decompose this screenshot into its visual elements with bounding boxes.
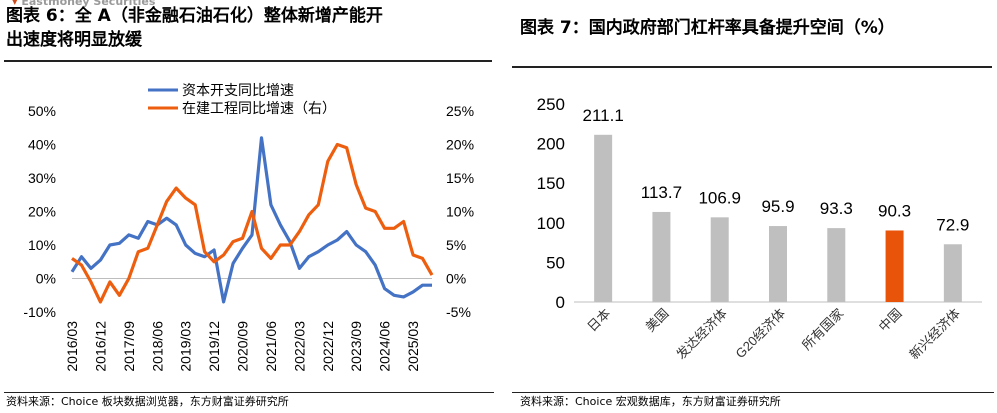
legend-label-capex: 资本开支同比增速 <box>182 82 294 98</box>
bar <box>827 228 846 302</box>
bar <box>652 211 671 302</box>
watermark: ▾ Eastmoney Securities <box>12 0 156 8</box>
right-y-tick-label: 10% <box>446 204 474 220</box>
left-source-note: 资料来源：Choice 板块数据浏览器，东方财富证券研究所 <box>6 395 289 408</box>
left-y-tick-label: 20% <box>28 204 56 220</box>
left-y-tick-label: 50% <box>28 103 56 119</box>
x-tick-label: 2017/09 <box>121 321 137 372</box>
bar <box>943 244 962 302</box>
bar-category-label: 中国 <box>876 306 905 335</box>
bar-category-label: 发达经济体 <box>673 306 730 363</box>
x-tick-label: 2018/06 <box>149 321 165 372</box>
left-y-tick-label: -10% <box>23 304 56 320</box>
bar-value-label: 211.1 <box>583 106 624 125</box>
right-title-rule <box>512 66 992 68</box>
left-chart-title: 图表 6：全 A（非金融石油石化）整体新增产能开 出速度将明显放缓 <box>6 4 383 52</box>
bar-y-tick-label: 100 <box>537 214 565 233</box>
bar <box>710 217 729 302</box>
x-tick-label: 2019/03 <box>178 321 194 372</box>
left-title-line1: 图表 6：全 A（非金融石油石化）整体新增产能开 <box>6 6 383 26</box>
right-chart-title: 图表 7：国内政府部门杠杆率具备提升空间（%） <box>520 18 895 38</box>
bar-category-label: 所有国家 <box>799 306 846 353</box>
cip-growth-line <box>71 142 434 304</box>
x-tick-label: 2019/12 <box>206 321 222 372</box>
bar-category-label: 日本 <box>584 306 613 335</box>
left-y-tick-label: 40% <box>28 137 56 153</box>
bar-y-tick-label: 200 <box>537 135 565 154</box>
x-tick-label: 2016/12 <box>92 321 108 372</box>
bar-value-label: 90.3 <box>878 201 911 220</box>
bar <box>885 230 904 302</box>
right-y-tick-label: 0% <box>446 271 466 287</box>
bar-value-label: 106.9 <box>698 188 741 207</box>
capex-growth-line <box>70 136 432 304</box>
bar <box>594 134 613 302</box>
right-y-tick-label: 5% <box>446 237 466 253</box>
x-tick-label: 2021/06 <box>263 321 279 372</box>
x-tick-label: 2025/03 <box>405 321 421 372</box>
bar-y-tick-label: 0 <box>556 293 565 312</box>
bar-value-label: 95.9 <box>761 197 794 216</box>
bar-y-tick-label: 50 <box>546 253 565 272</box>
right-y-tick-label: 25% <box>446 103 474 119</box>
bar-category-label: 美国 <box>643 306 672 335</box>
left-title-line2: 出速度将明显放缓 <box>6 30 142 50</box>
x-tick-label: 2020/09 <box>235 321 251 372</box>
left-chart-panel: 图表 6：全 A（非金融石油石化）整体新增产能开 出速度将明显放缓 ▾ East… <box>4 0 494 408</box>
bar-y-tick-label: 150 <box>537 174 565 193</box>
bar-category-label: G20经济体 <box>733 306 789 362</box>
right-chart-panel: 图表 7：国内政府部门杠杆率具备提升空间（%） 250 200 150 100 50 0 … <box>508 0 997 413</box>
left-title-rule <box>4 60 492 62</box>
x-tick-label: 2022/12 <box>320 321 336 372</box>
right-y-tick-label: -5% <box>446 304 471 320</box>
right-bar-chart: 250 200 150 100 50 0 211.1 日本 113.7 美国 106.9 发达经济体… <box>537 95 982 363</box>
right-source-note: 资料来源：Choice 宏观数据库，东方财富证券研究所 <box>520 395 781 408</box>
bar-value-label: 113.7 <box>641 183 682 202</box>
left-line-chart: 50% 40% 30% 20% 10% 0% -10% 25% 20% 15% 10% 5% 0% -5… <box>23 82 474 372</box>
bar-category-label: 新兴经济体 <box>906 306 963 363</box>
right-y-tick-label: 20% <box>446 137 474 153</box>
left-y-tick-label: 10% <box>28 237 56 253</box>
right-y-tick-label: 15% <box>446 170 474 186</box>
bar <box>769 226 787 302</box>
left-y-tick-label: 0% <box>36 271 56 287</box>
x-tick-label: 2022/03 <box>291 321 307 372</box>
x-tick-label: 2024/06 <box>377 321 393 372</box>
bar-value-label: 93.3 <box>820 199 853 218</box>
right-source-rule <box>512 392 994 393</box>
bar-y-tick-label: 250 <box>537 95 565 114</box>
left-y-tick-label: 30% <box>28 170 56 186</box>
left-source-rule <box>4 392 494 393</box>
legend-label-cip: 在建工程同比增速（右） <box>182 100 336 116</box>
bar-value-label: 72.9 <box>936 215 969 234</box>
x-tick-label: 2016/03 <box>64 321 80 372</box>
x-tick-label: 2023/09 <box>348 321 364 372</box>
